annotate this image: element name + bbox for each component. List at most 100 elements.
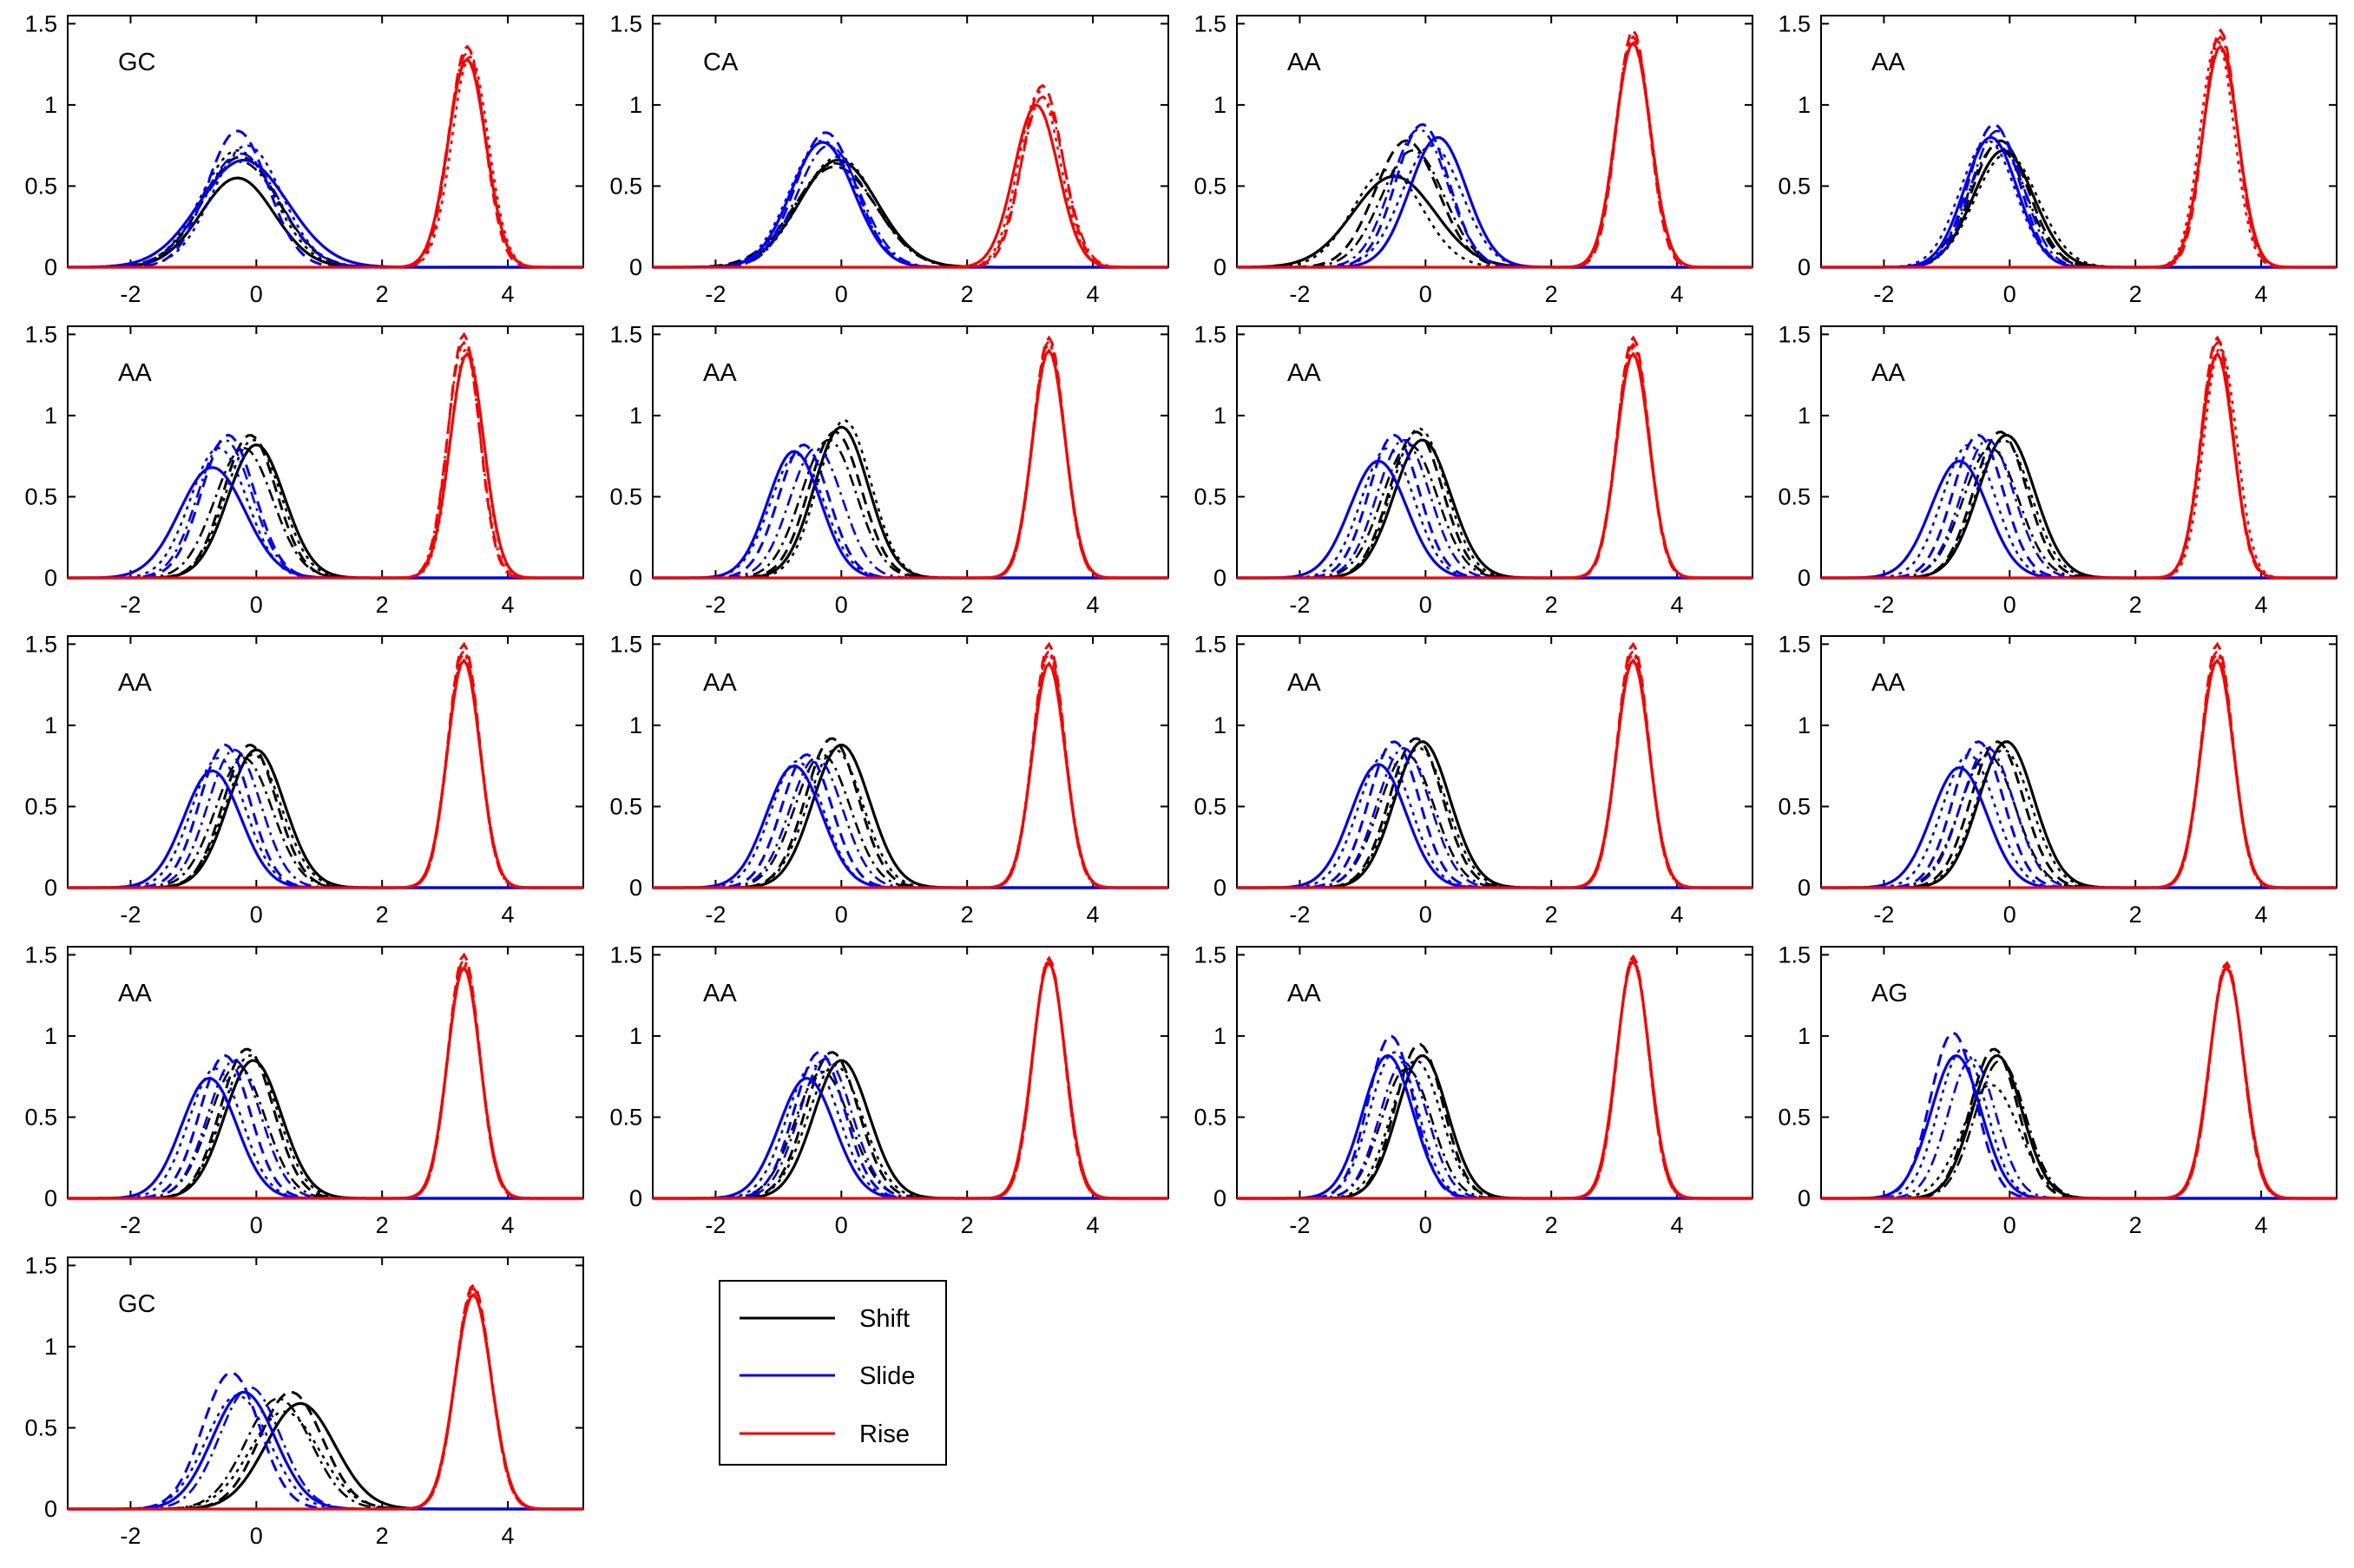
panel-8: 0 0.5 1 1.5 -2 0 2 4 AA <box>1778 321 2338 618</box>
x-tick-label: 4 <box>1087 902 1100 928</box>
x-tick-label: 4 <box>1087 592 1100 618</box>
panel-13: 0 0.5 1 1.5 -2 0 2 4 AA <box>24 941 584 1238</box>
shift-curve <box>1821 748 2337 889</box>
panel-label: AA <box>703 359 737 387</box>
y-tick-label: 1.5 <box>1778 10 1811 36</box>
rise-curve <box>653 959 1168 1200</box>
x-tick-label: 4 <box>1087 1212 1100 1238</box>
y-tick-label: 0 <box>1798 1185 1811 1211</box>
x-tick-label: 4 <box>2255 902 2268 928</box>
x-tick-label: 4 <box>502 592 515 618</box>
rise-curve <box>68 54 583 269</box>
panel-label: AA <box>118 359 152 387</box>
x-tick-label: 0 <box>1419 902 1432 928</box>
slide-curve <box>68 152 583 269</box>
x-tick-label: 0 <box>1419 1212 1432 1238</box>
plot-area <box>652 635 1169 889</box>
y-tick-label: 1 <box>44 92 57 118</box>
plot-area <box>67 635 584 889</box>
rise-curve <box>1821 35 2337 269</box>
y-tick-label: 0 <box>629 1185 642 1211</box>
y-tick-label: 1.5 <box>1193 321 1226 347</box>
panel-label: AA <box>118 980 152 1007</box>
rise-curve <box>68 648 583 889</box>
x-tick-label: 2 <box>1545 902 1558 928</box>
x-tick-label: 0 <box>250 1523 263 1549</box>
x-tick-label: -2 <box>120 1212 141 1238</box>
y-tick-label: 1 <box>1213 403 1226 429</box>
x-tick-label: 0 <box>835 1212 848 1238</box>
panel-2: 0 0.5 1 1.5 -2 0 2 4 CA <box>609 10 1169 307</box>
x-tick-label: -2 <box>1289 281 1310 307</box>
panel-12: 0 0.5 1 1.5 -2 0 2 4 AA <box>1778 631 2338 928</box>
plot-area <box>652 946 1169 1199</box>
rise-curve <box>1237 342 1752 580</box>
x-tick-label: -2 <box>120 902 141 928</box>
y-tick-label: 0 <box>1798 875 1811 901</box>
plot-area <box>67 946 584 1199</box>
x-tick-label: -2 <box>1873 281 1894 307</box>
slide-curve <box>1821 443 2337 580</box>
x-tick-label: 4 <box>2255 592 2268 618</box>
slide-curve <box>68 433 583 580</box>
y-tick-label: 0 <box>629 875 642 901</box>
shift-curve <box>1237 139 1752 269</box>
panel-label: CA <box>703 49 739 76</box>
y-tick-label: 1 <box>44 1023 57 1049</box>
shift-curve <box>653 748 1168 889</box>
rise-curve <box>653 338 1168 580</box>
x-tick-label: 2 <box>961 592 974 618</box>
x-tick-label: 2 <box>2129 281 2142 307</box>
x-tick-label: 0 <box>2003 592 2016 618</box>
x-tick-label: -2 <box>1289 902 1310 928</box>
slide-curve <box>1237 447 1752 580</box>
x-tick-label: 0 <box>835 902 848 928</box>
chart-panels: 0 0.5 1 1.5 -2 0 2 4 GC 0 0.5 1 1.5 -2 0 2 4 CA 0 0.5 1 1.5 -2… <box>24 10 2338 1549</box>
y-tick-label: 0.5 <box>24 483 57 509</box>
shift-curve <box>68 438 583 580</box>
x-tick-label: 2 <box>1545 592 1558 618</box>
y-tick-label: 0.5 <box>1778 1104 1811 1130</box>
panel-label: AA <box>703 980 737 1007</box>
slide-curve <box>653 144 1168 269</box>
y-tick-label: 1.5 <box>24 631 57 657</box>
x-tick-label: 0 <box>1419 281 1432 307</box>
y-tick-label: 1 <box>1798 1023 1811 1049</box>
y-tick-label: 1 <box>629 403 642 429</box>
plot-area <box>652 15 1169 268</box>
x-tick-label: 2 <box>376 592 389 618</box>
rise-curve <box>68 957 583 1200</box>
panel-15: 0 0.5 1 1.5 -2 0 2 4 AA <box>1193 941 1753 1238</box>
slide-curve <box>68 129 583 269</box>
y-tick-label: 0 <box>1798 565 1811 591</box>
panel-label: AA <box>1871 49 1905 76</box>
y-tick-label: 1.5 <box>1778 631 1811 657</box>
y-tick-label: 1 <box>1213 92 1226 118</box>
panel-4: 0 0.5 1 1.5 -2 0 2 4 AA <box>1778 10 2338 307</box>
shift-curve <box>68 1054 583 1200</box>
rise-curve <box>1237 648 1752 889</box>
x-tick-label: 2 <box>2129 592 2142 618</box>
shift-curve <box>1821 438 2337 580</box>
panel-17: 0 0.5 1 1.5 -2 0 2 4 GC <box>24 1252 584 1549</box>
y-tick-label: 1 <box>629 1023 642 1049</box>
slide-curve <box>1237 753 1752 889</box>
x-tick-label: -2 <box>705 902 726 928</box>
x-tick-label: -2 <box>120 281 141 307</box>
y-tick-label: 0 <box>1213 875 1226 901</box>
plot-area <box>1820 946 2338 1199</box>
y-tick-label: 1.5 <box>609 321 642 347</box>
y-tick-label: 1 <box>1213 1023 1226 1049</box>
x-tick-label: 0 <box>2003 902 2016 928</box>
y-tick-label: 0.5 <box>24 1104 57 1130</box>
x-tick-label: 2 <box>961 902 974 928</box>
plot-area <box>1236 325 1753 579</box>
y-tick-label: 1.5 <box>24 321 57 347</box>
rise-curve <box>68 340 583 580</box>
x-tick-label: -2 <box>705 1212 726 1238</box>
x-tick-label: 4 <box>502 1523 515 1549</box>
x-tick-label: -2 <box>705 592 726 618</box>
panel-6: 0 0.5 1 1.5 -2 0 2 4 AA <box>609 321 1169 618</box>
x-tick-label: 4 <box>502 902 515 928</box>
x-tick-label: -2 <box>1289 1212 1310 1238</box>
